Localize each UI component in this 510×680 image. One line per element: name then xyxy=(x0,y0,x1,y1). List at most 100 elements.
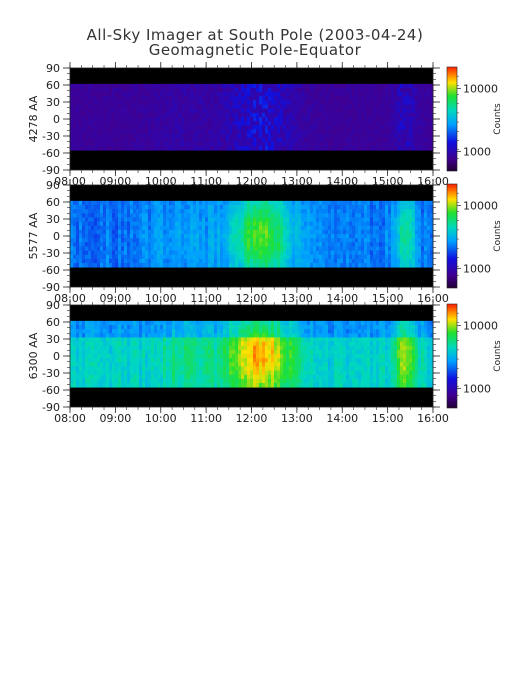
heatmap-cell xyxy=(220,217,224,222)
heatmap-cell xyxy=(160,362,164,367)
heatmap-cell xyxy=(103,258,107,264)
heatmap-cell xyxy=(160,242,164,247)
heatmap-cell xyxy=(73,225,77,231)
heatmap-cell xyxy=(190,341,194,347)
heatmap-cell xyxy=(169,83,173,89)
heatmap-cell xyxy=(124,146,128,151)
heatmap-cell xyxy=(166,349,170,355)
heatmap-cell xyxy=(340,217,344,222)
heatmap-cell xyxy=(151,329,155,334)
heatmap-cell xyxy=(301,234,305,239)
heatmap-cell xyxy=(319,100,323,105)
heatmap-cell xyxy=(343,221,347,227)
heatmap-cell xyxy=(70,234,74,239)
heatmap-cell xyxy=(94,333,98,338)
heatmap-cell xyxy=(259,129,263,134)
heatmap-cell xyxy=(109,92,113,97)
heatmap-cell xyxy=(334,205,338,210)
heatmap-cell xyxy=(91,320,95,326)
heatmap-cell xyxy=(388,234,392,239)
heatmap-cell xyxy=(211,238,215,243)
heatmap-cell xyxy=(76,205,80,210)
heatmap-cell xyxy=(127,370,131,376)
heatmap-cell xyxy=(76,200,80,206)
heatmap-cell xyxy=(403,83,407,89)
heatmap-cell xyxy=(250,104,254,110)
heatmap-cell xyxy=(91,325,95,330)
heatmap-cell xyxy=(145,349,149,355)
heatmap-cell xyxy=(394,250,398,256)
heatmap-cell xyxy=(331,217,335,222)
heatmap-cell xyxy=(190,112,194,118)
heatmap-cell xyxy=(94,213,98,218)
heatmap-cell xyxy=(112,217,116,222)
heatmap-cell xyxy=(109,341,113,347)
heatmap-cell xyxy=(70,333,74,338)
heatmap-cell xyxy=(295,263,299,268)
heatmap-cell xyxy=(319,96,323,101)
heatmap-cell xyxy=(217,146,221,151)
heatmap-cell xyxy=(178,88,182,93)
heatmap-cell xyxy=(127,263,131,268)
heatmap-cell xyxy=(403,217,407,222)
heatmap-cell xyxy=(292,133,296,139)
heatmap-cell xyxy=(211,217,215,222)
heatmap-cell xyxy=(88,320,92,326)
heatmap-cell xyxy=(115,349,119,355)
heatmap-cell xyxy=(406,205,410,210)
heatmap-cell xyxy=(373,254,377,260)
heatmap-cell xyxy=(73,254,77,260)
heatmap-cell xyxy=(193,92,197,97)
heatmap-cell xyxy=(157,263,161,268)
heatmap-cell xyxy=(79,200,83,206)
heatmap-cell xyxy=(388,246,392,251)
heatmap-cell xyxy=(142,112,146,118)
heatmap-cell xyxy=(262,108,266,114)
heatmap-cell xyxy=(202,238,206,243)
heatmap-cell xyxy=(316,242,320,247)
heatmap-cell xyxy=(175,225,179,231)
heatmap-cell xyxy=(229,258,233,264)
heatmap-cell xyxy=(139,112,143,118)
heatmap-cell xyxy=(256,96,260,101)
heatmap-cell xyxy=(331,205,335,210)
heatmap-cell xyxy=(130,100,134,105)
heatmap-cell xyxy=(238,129,242,134)
heatmap-cell xyxy=(148,125,152,130)
heatmap-cell xyxy=(91,96,95,101)
heatmap-cell xyxy=(430,83,434,89)
heatmap-cell xyxy=(244,129,248,134)
heatmap-cell xyxy=(415,137,419,143)
heatmap-cell xyxy=(424,225,428,231)
heatmap-cell xyxy=(232,121,236,126)
heatmap-cell xyxy=(106,238,110,243)
heatmap-cell xyxy=(118,242,122,247)
heatmap-cell xyxy=(205,217,209,222)
heatmap-cell xyxy=(343,88,347,93)
heatmap-cell xyxy=(223,129,227,134)
heatmap-cell xyxy=(421,263,425,268)
heatmap-cell xyxy=(109,133,113,139)
heatmap-cell xyxy=(277,238,281,243)
heatmap-cell xyxy=(424,205,428,210)
heatmap-cell xyxy=(175,129,179,134)
heatmap-cell xyxy=(250,83,254,89)
heatmap-cell xyxy=(421,137,425,143)
heatmap-cell xyxy=(367,108,371,114)
heatmap-cell xyxy=(163,205,167,210)
heatmap-cell xyxy=(199,104,203,110)
heatmap-cell xyxy=(139,125,143,130)
heatmap-cell xyxy=(397,137,401,143)
heatmap-cell xyxy=(283,108,287,114)
heatmap-cell xyxy=(223,133,227,139)
heatmap-cell xyxy=(412,263,416,268)
heatmap-cell xyxy=(139,200,143,206)
heatmap-cell xyxy=(193,213,197,218)
heatmap-cell xyxy=(97,129,101,134)
heatmap-cell xyxy=(160,383,164,388)
heatmap-cell xyxy=(373,217,377,222)
heatmap-cell xyxy=(79,242,83,247)
heatmap-cell xyxy=(388,96,392,101)
heatmap-cell xyxy=(316,225,320,231)
heatmap-cell xyxy=(88,129,92,134)
